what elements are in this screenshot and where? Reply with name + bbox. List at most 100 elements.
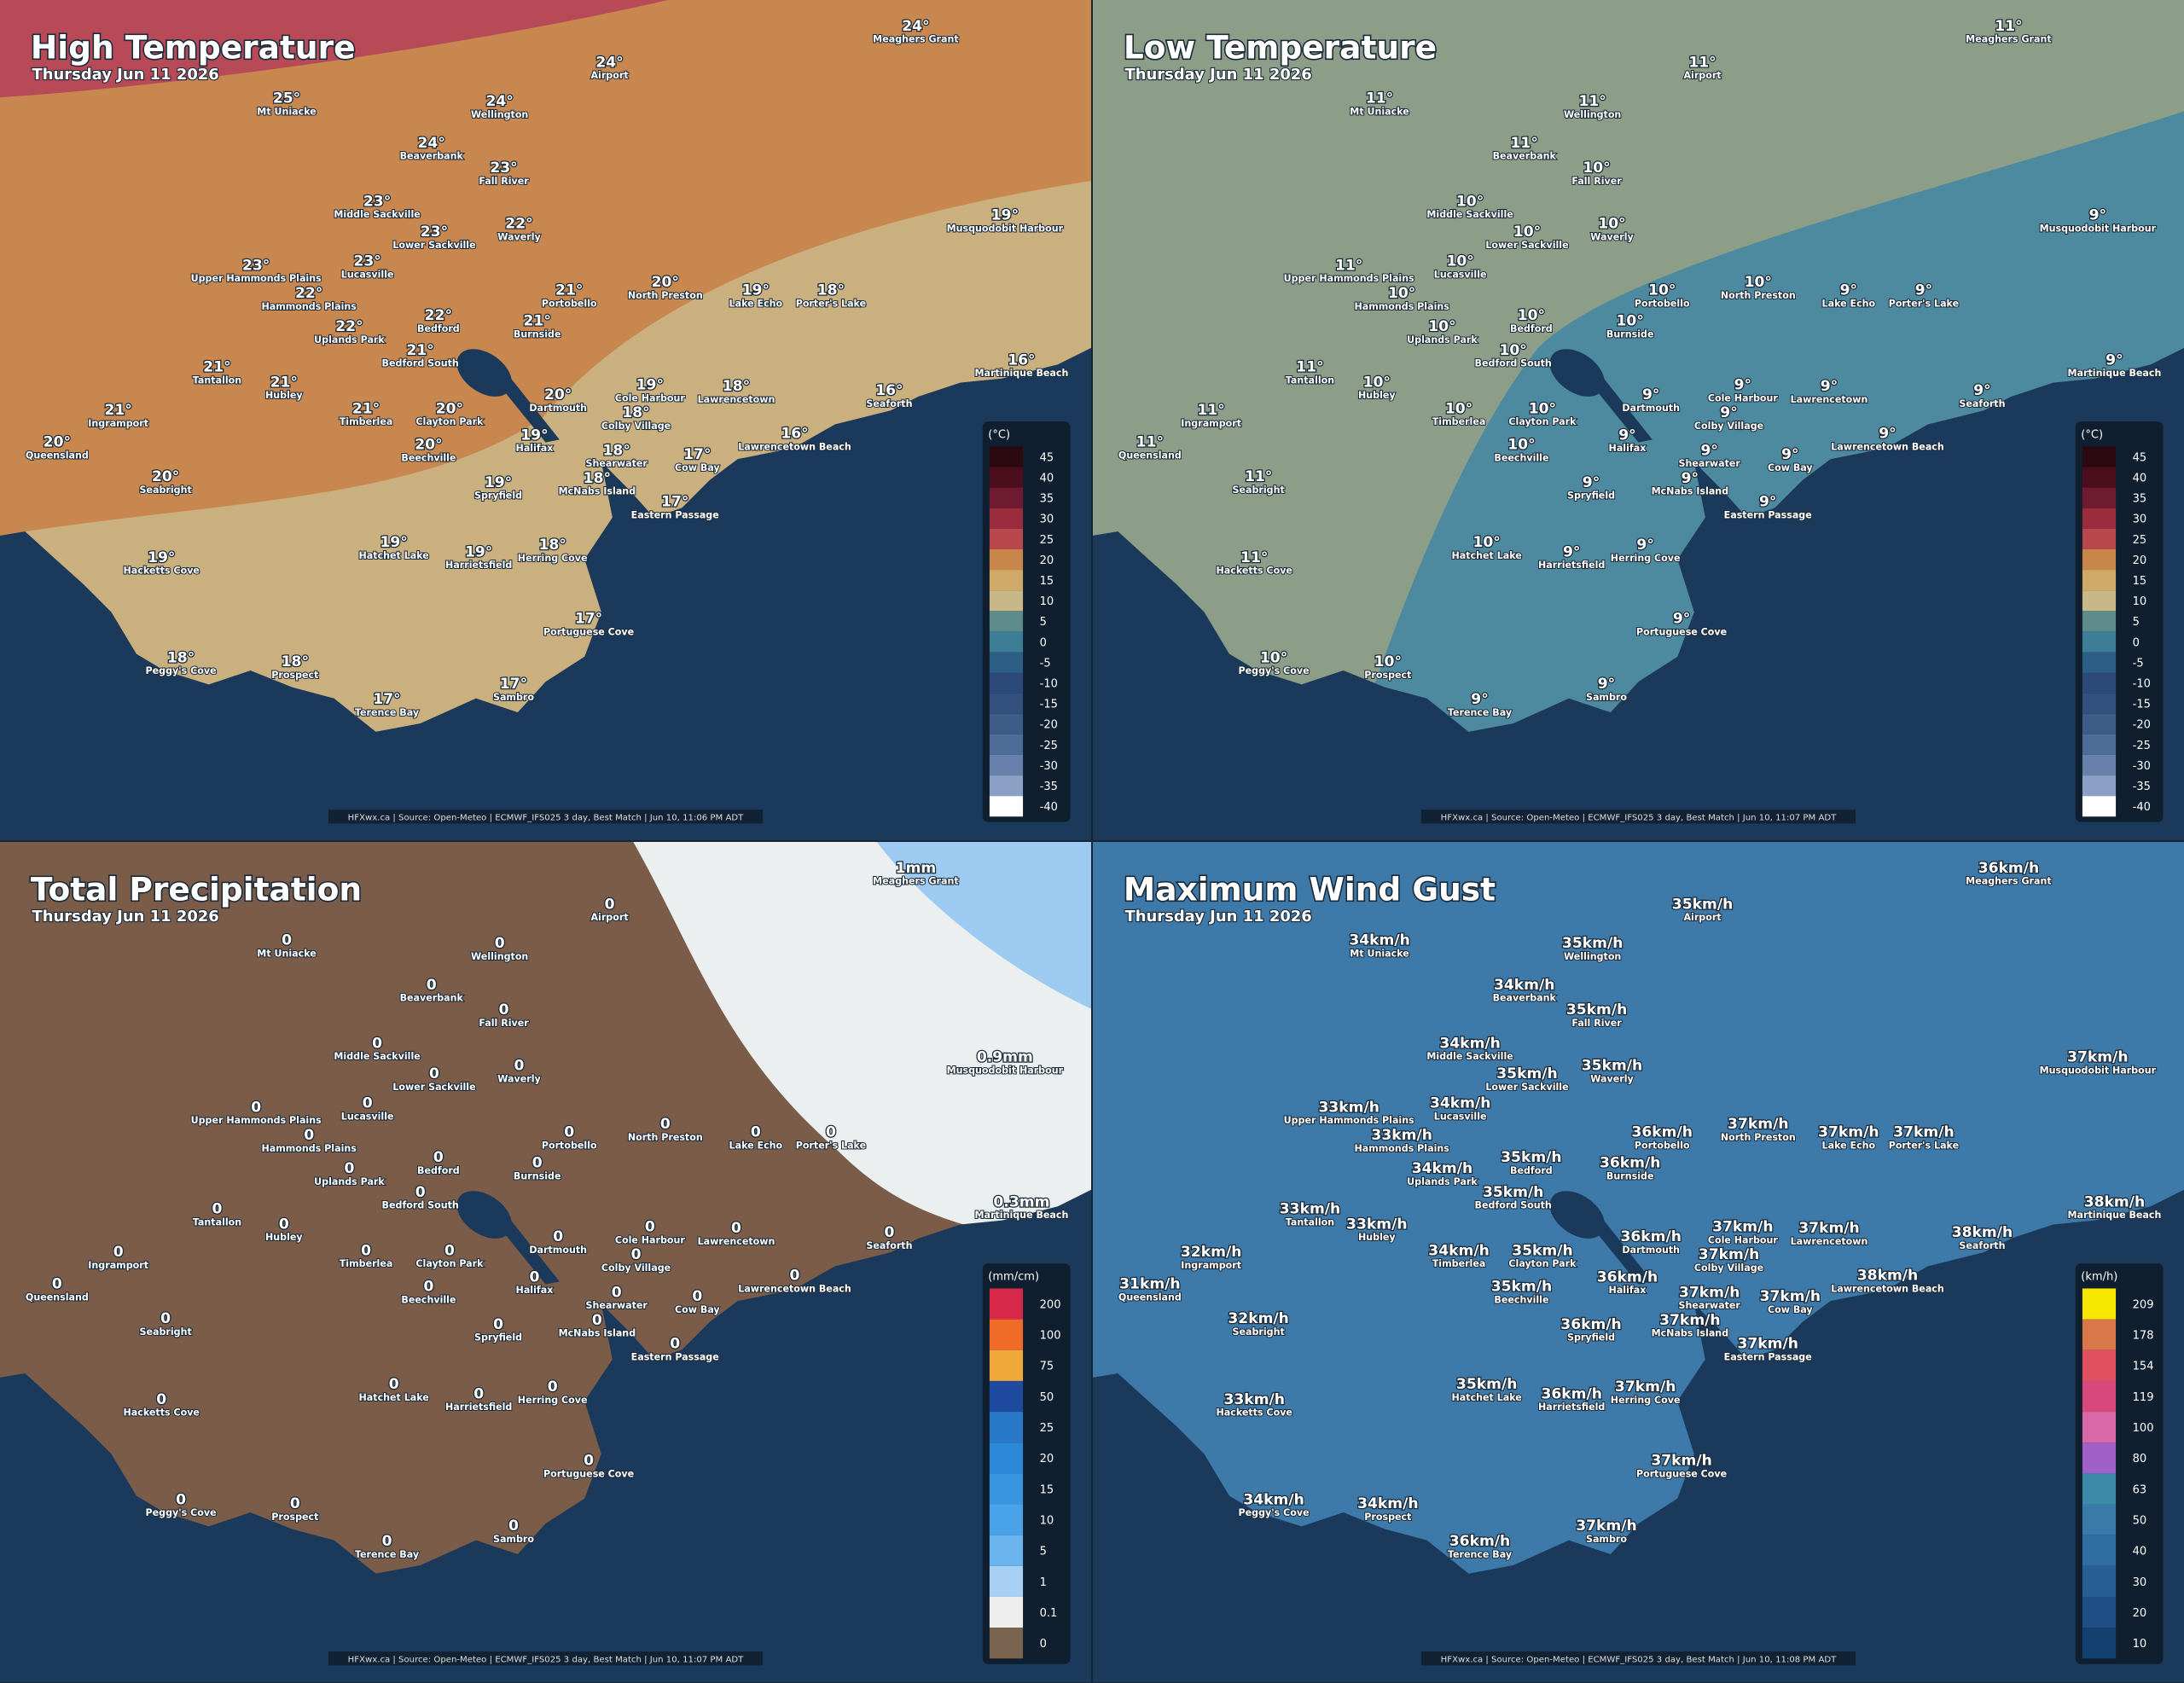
legend-swatch [2082,548,2117,571]
legend-label: -25 [1040,740,1058,752]
place-name: Lake Echo [1822,1140,1876,1152]
legend-swatch [989,1442,1024,1474]
legend-label: -15 [1040,699,1058,711]
place-value: 9° [1682,470,1699,487]
legend-swatch [989,446,1024,467]
place-name: Queensland [1118,1291,1182,1303]
place-value: 11° [1197,402,1224,419]
place-value: 0 [176,1491,186,1508]
legend-swatch [2082,570,2117,591]
place-value: 17° [683,446,711,463]
place-value: 0 [826,1124,836,1141]
place-value: 11° [1335,257,1362,274]
source-box [1421,1651,1856,1666]
legend-swatch [989,775,1024,797]
legend-swatch [2082,467,2117,488]
place-value: 36km/h [1978,860,2039,877]
place-name: Cow Bay [675,1304,720,1315]
place-value: 0 [605,896,615,913]
place-value: 0 [731,1220,741,1237]
legend-label: 0 [1040,1638,1047,1651]
legend-swatch [989,528,1024,549]
legend-swatch [989,1319,1024,1350]
place-name: Lucasville [341,269,394,280]
place-value: 19° [148,549,175,566]
legend-swatch [2082,1596,2117,1628]
place-name: Lawrencetown Beach [738,442,851,453]
harbour [456,349,512,397]
place-value: 10° [1598,215,1625,232]
legend-label: 154 [2133,1361,2154,1373]
place-name: Clayton Park [415,1258,484,1269]
place-name: Halifax [1609,1285,1647,1296]
place-name: Fall River [1571,176,1622,187]
basin-inlet [479,1200,560,1285]
place-value: 11° [1136,433,1164,450]
place-value: 11° [1366,90,1393,107]
place-value: 35km/h [1496,1065,1557,1082]
place-value: 10° [1745,274,1772,291]
place-value: 0 [612,1284,622,1301]
place-value: 10° [1499,342,1526,359]
place-name: Burnside [514,328,561,340]
place-value: 0 [548,1378,558,1396]
place-value: 18° [603,442,630,459]
place-value: 37km/h [1737,1336,1798,1353]
place-value: 9° [1734,377,1751,394]
place-name: Tantallon [193,1216,241,1227]
place-value: 10° [1472,534,1500,551]
place-name: Wellington [471,951,528,962]
place-name: Prospect [271,1512,319,1523]
place-value: 37km/h [1699,1246,1759,1263]
place-value: 11° [1240,549,1268,566]
place-value: 24° [902,18,929,35]
place-name: Waverly [1590,231,1634,242]
place-value: 9° [1840,282,1857,299]
place-value: 0 [564,1124,574,1141]
place-name: McNabs Island [1652,486,1729,497]
place-value: 0 [156,1391,166,1408]
place-name: Seaforth [866,398,912,409]
place-name: Bedford South [1475,358,1552,369]
place-value: 0 [382,1533,392,1550]
legend-label: 0.1 [1040,1607,1058,1620]
place-name: Mt Uniacke [1350,107,1409,118]
place-value: 36km/h [1541,1385,1601,1402]
place-value: 36km/h [1560,1316,1621,1333]
forecast-zone [0,0,669,98]
place-name: Queensland [26,1291,89,1303]
place-name: Lower Sackville [1485,1082,1568,1093]
place-value: 0 [279,1216,289,1233]
place-value: 35km/h [1566,1001,1627,1019]
place-value: 16° [781,426,808,443]
place-name: McNabs Island [1652,1328,1729,1339]
place-name: Hammonds Plains [261,301,357,312]
legend-swatch [989,1535,1024,1566]
place-value: 1mm [896,860,937,877]
place-name: Meaghers Grant [873,34,959,45]
place-value: 18° [622,404,649,421]
legend-label: -40 [1040,801,1058,814]
place-name: Bedford South [382,358,459,369]
legend-swatch [2082,713,2117,734]
legend-swatch [2082,1535,2117,1566]
place-value: 0 [493,1316,503,1333]
legend-swatch [989,570,1024,591]
place-name: Wellington [471,109,528,120]
place-value: 19° [991,207,1019,224]
place-name: Cow Bay [1768,462,1813,473]
place-value: 21° [203,358,230,375]
place-name: Lawrencetown Beach [1831,1284,1944,1295]
place-value: 25° [273,90,300,107]
place-name: Peggy's Cove [1239,1507,1310,1518]
place-value: 17° [661,494,688,511]
place-value: 9° [1973,382,1990,399]
place-value: 33km/h [1346,1216,1407,1233]
place-value: 20° [415,437,442,454]
place-name: Hammonds Plains [1354,301,1449,312]
place-value: 36km/h [1597,1268,1658,1285]
place-name: Lawrencetown [1791,394,1868,405]
legend-swatch [2082,652,2117,673]
place-value: 24° [595,54,623,71]
place-name: Portuguese Cove [543,1468,634,1479]
